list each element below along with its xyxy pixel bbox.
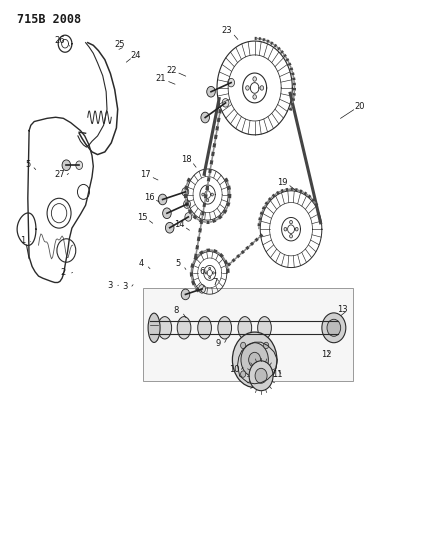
Circle shape [199, 285, 205, 293]
Circle shape [185, 213, 192, 221]
Circle shape [182, 188, 189, 196]
Circle shape [295, 228, 298, 231]
Circle shape [253, 95, 256, 99]
Circle shape [322, 313, 346, 343]
Circle shape [284, 228, 287, 231]
Circle shape [212, 272, 214, 274]
Text: 26: 26 [55, 36, 65, 45]
Circle shape [228, 78, 235, 87]
Circle shape [202, 193, 204, 196]
Circle shape [249, 361, 273, 391]
Ellipse shape [198, 317, 211, 339]
Text: 11: 11 [272, 370, 282, 378]
Circle shape [201, 112, 209, 123]
Circle shape [207, 86, 215, 97]
Circle shape [241, 371, 246, 377]
Ellipse shape [158, 317, 172, 339]
Circle shape [206, 199, 209, 201]
Text: 18: 18 [181, 156, 191, 164]
Circle shape [255, 368, 267, 383]
Text: 9: 9 [216, 339, 221, 348]
Text: 17: 17 [140, 171, 151, 179]
Circle shape [246, 86, 249, 90]
Circle shape [327, 319, 341, 336]
Circle shape [232, 332, 277, 387]
Circle shape [158, 194, 167, 205]
Text: 3: 3 [108, 281, 113, 290]
Circle shape [253, 77, 256, 81]
Text: 7: 7 [212, 278, 217, 287]
Text: 16: 16 [144, 193, 154, 201]
Text: 12: 12 [321, 350, 331, 359]
Text: 5: 5 [25, 160, 30, 168]
Text: 19: 19 [277, 178, 288, 187]
Circle shape [206, 187, 209, 190]
Text: 1: 1 [20, 237, 25, 245]
Text: 22: 22 [166, 66, 176, 75]
Text: 13: 13 [337, 305, 348, 313]
Circle shape [260, 86, 264, 90]
Circle shape [209, 267, 211, 270]
Text: 715B 2008: 715B 2008 [17, 13, 81, 26]
Circle shape [290, 221, 292, 224]
Circle shape [76, 161, 83, 169]
Ellipse shape [238, 317, 252, 339]
Text: 24: 24 [131, 51, 141, 60]
Circle shape [241, 342, 246, 349]
Circle shape [290, 235, 292, 238]
Text: 25: 25 [115, 41, 125, 49]
Text: 21: 21 [155, 75, 166, 83]
Circle shape [241, 343, 268, 377]
Text: 15: 15 [137, 213, 147, 222]
Text: 20: 20 [354, 102, 365, 111]
Circle shape [163, 208, 171, 219]
Text: 3: 3 [122, 282, 128, 291]
Text: 10: 10 [229, 366, 240, 374]
Circle shape [211, 193, 213, 196]
Circle shape [264, 371, 269, 377]
Circle shape [264, 342, 269, 349]
Circle shape [184, 200, 190, 208]
Text: 23: 23 [222, 27, 232, 35]
Ellipse shape [177, 317, 191, 339]
Text: 8: 8 [174, 306, 179, 314]
Ellipse shape [258, 317, 271, 339]
Ellipse shape [218, 317, 232, 339]
Circle shape [249, 352, 261, 367]
Text: 6: 6 [199, 268, 205, 276]
Circle shape [205, 272, 207, 274]
Bar [143, 288, 353, 381]
Text: 27: 27 [55, 171, 65, 179]
Circle shape [165, 222, 174, 233]
Circle shape [62, 160, 71, 171]
Circle shape [181, 289, 190, 300]
Text: 5: 5 [175, 260, 180, 268]
Text: 14: 14 [174, 221, 184, 229]
Text: 4: 4 [139, 259, 144, 268]
Ellipse shape [148, 313, 160, 342]
Circle shape [209, 276, 211, 279]
Text: 2: 2 [61, 269, 66, 277]
Circle shape [222, 99, 229, 107]
